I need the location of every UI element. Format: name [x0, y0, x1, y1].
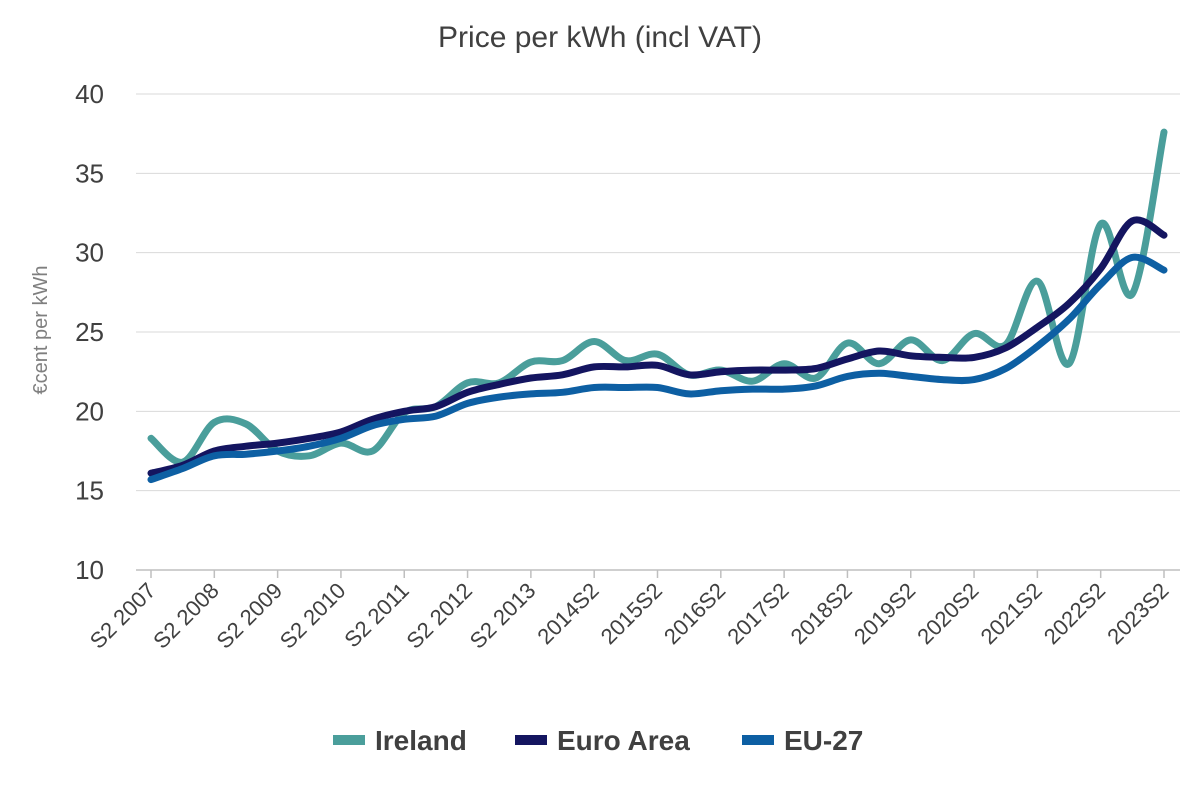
- y-tick-label: 35: [75, 158, 104, 188]
- x-tick-label: 2020S2: [912, 578, 983, 649]
- y-tick-label: 20: [75, 396, 104, 426]
- legend-label: Euro Area: [557, 725, 690, 756]
- x-tick-label: 2022S2: [1039, 578, 1110, 649]
- x-tick-label: S2 2013: [465, 578, 541, 654]
- legend: Ireland Euro Area EU-27: [333, 725, 863, 756]
- y-tick-label: 40: [75, 79, 104, 109]
- x-tick-label: 2015S2: [596, 578, 667, 649]
- x-tick-label: S2 2010: [275, 578, 351, 654]
- y-tick-label: 25: [75, 317, 104, 347]
- series-line-ireland: [147, 128, 1168, 466]
- x-tick-label: S2 2012: [401, 578, 477, 654]
- x-tick-label: S2 2011: [339, 578, 413, 652]
- x-tick-label: S2 2009: [212, 578, 288, 654]
- legend-label: Ireland: [375, 725, 467, 756]
- x-tick-label: 2017S2: [722, 578, 793, 649]
- legend-item-ireland: Ireland: [333, 725, 467, 756]
- x-tick-label: S2 2008: [148, 578, 224, 654]
- y-axis-label: €cent per kWh: [30, 266, 52, 395]
- x-tick-label: 2014S2: [532, 578, 603, 649]
- x-tick-label: 2019S2: [849, 578, 920, 649]
- y-tick-label: 10: [75, 555, 104, 585]
- legend-swatch: [742, 735, 774, 745]
- x-tick-label: 2021S2: [976, 578, 1047, 649]
- series-lines: [147, 128, 1168, 484]
- x-tick-label: 2016S2: [659, 578, 730, 649]
- legend-swatch: [515, 735, 547, 745]
- chart-title: Price per kWh (incl VAT): [438, 21, 762, 54]
- x-tick-label: 2023S2: [1102, 578, 1173, 649]
- legend-item-euro-area: Euro Area: [515, 725, 690, 756]
- y-tick-label: 15: [75, 476, 104, 506]
- legend-label: EU-27: [784, 725, 863, 756]
- y-tick-label: 30: [75, 238, 104, 268]
- legend-swatch: [333, 735, 365, 745]
- y-axis-ticks: 10 15 20 25 30 35 40: [75, 79, 104, 585]
- series-line-eu-27: [147, 253, 1168, 484]
- x-tick-label: 2018S2: [786, 578, 857, 649]
- gridlines: [136, 93, 1180, 492]
- x-tick-label: S2 2007: [85, 578, 161, 654]
- series-line-euro-area: [147, 216, 1168, 477]
- legend-item-eu-27: EU-27: [742, 725, 863, 756]
